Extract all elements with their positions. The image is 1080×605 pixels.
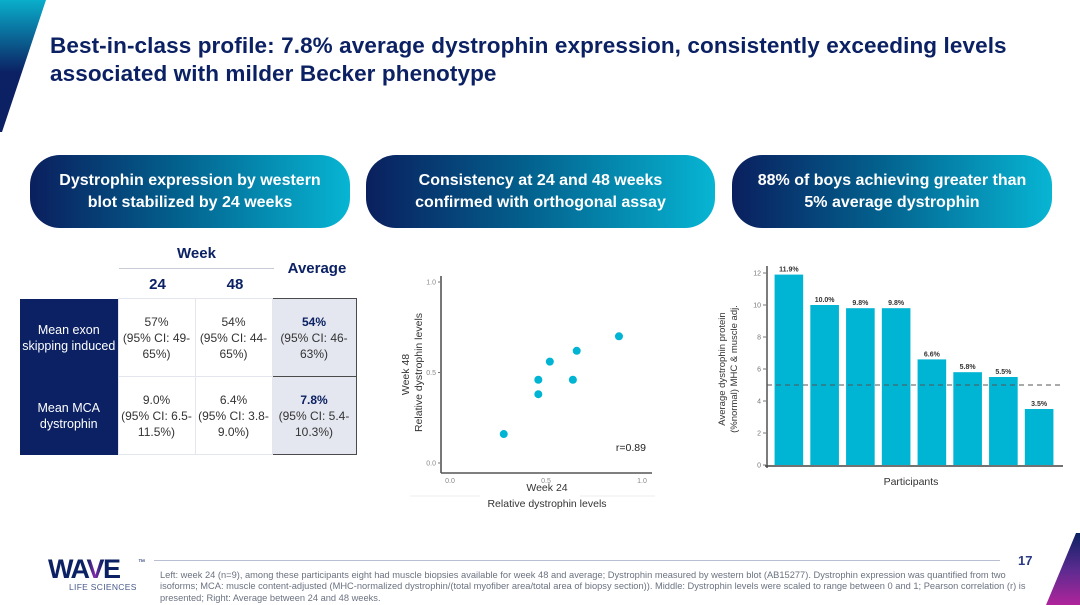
bar — [989, 377, 1018, 465]
scatter-point — [572, 346, 581, 355]
y-tick-label: 0.0 — [426, 461, 436, 468]
cell-ci: (95% CI: 6.5-11.5%) — [121, 408, 192, 439]
table-row: Mean exon skipping induced 57% (95% CI: 4… — [20, 298, 357, 377]
y-tick-label: 12 — [753, 271, 761, 278]
column-header-week-24: 24 — [149, 276, 166, 293]
table-cell: 9.0% (95% CI: 6.5-11.5%) — [117, 376, 196, 455]
bar-value-label: 3.5% — [1031, 401, 1048, 408]
bar — [953, 372, 982, 465]
dystrophin-table: Mean exon skipping induced 57% (95% CI: 4… — [20, 298, 357, 455]
y-axis-label-sub: Relative dystrophin levels — [413, 313, 425, 432]
table-cell-average: 7.8% (95% CI: 5.4-10.3%) — [271, 376, 357, 455]
cell-ci: (95% CI: 3.8-9.0%) — [198, 408, 269, 439]
cell-value: 7.8% — [300, 392, 328, 407]
cell-ci: (95% CI: 5.4-10.3%) — [278, 408, 350, 439]
y-tick-label: 8 — [757, 335, 761, 342]
corner-accent-top-left — [0, 0, 46, 132]
section-header-western-blot: Dystrophin expression by western blot st… — [30, 155, 350, 228]
logo-subtitle: LIFE SCIENCES — [69, 582, 137, 592]
column-header-week-48: 48 — [226, 276, 244, 293]
column-header-average: Average — [287, 260, 347, 277]
cell-ci: (95% CI: 49-65%) — [122, 330, 191, 361]
logo-trademark: ™ — [138, 559, 145, 566]
footnote: Left: week 24 (n=9), among these partici… — [160, 570, 1026, 603]
corner-accent-bottom-right — [1046, 533, 1080, 605]
y-axis-label: Week 48 — [400, 354, 412, 395]
x-tick-label: 1.0 — [637, 478, 647, 485]
table-cell: 54% (95% CI: 44-65%) — [194, 298, 273, 377]
bar — [1024, 409, 1054, 465]
y-tick-label: 4 — [757, 399, 761, 406]
week-header: Week — [177, 245, 216, 262]
table-cell: 57% (95% CI: 49-65%) — [117, 298, 196, 377]
scatter-point — [568, 375, 577, 384]
section-header-consistency: Consistency at 24 and 48 weeks confirmed… — [366, 155, 715, 228]
row-header-exon-skipping: Mean exon skipping induced — [20, 298, 118, 377]
table-row: Mean MCA dystrophin 9.0% (95% CI: 6.5-11.… — [20, 376, 357, 455]
bar — [881, 308, 911, 465]
row-header-mca-dystrophin: Mean MCA dystrophin — [20, 376, 118, 455]
bar-value-label: 11.9% — [779, 267, 799, 274]
x-tick-label: 0.5 — [541, 478, 551, 485]
y-tick-label: 6 — [757, 367, 761, 374]
scatter-chart: 0.0 0.5 1.0 0.0 0.5 1.0 Week 24 Relative dystro… — [400, 276, 655, 510]
wave-logo: WAVE ™ — [48, 556, 145, 582]
y-tick-label: 0.5 — [426, 370, 436, 377]
bar-value-label: 5.5% — [995, 369, 1012, 376]
y-tick-label: 10 — [753, 303, 761, 310]
x-axis-label: Participants — [884, 476, 939, 488]
logo-text: WAVE — [48, 556, 120, 582]
x-axis-label-sub: Relative dystrophin levels — [487, 498, 606, 510]
footer-divider — [154, 560, 1000, 561]
bar-value-label: 5.8% — [960, 364, 977, 371]
cell-ci: (95% CI: 44-65%) — [199, 330, 268, 361]
page-title: Best-in-class profile: 7.8% average dyst… — [50, 33, 1007, 86]
cell-value: 6.4% — [219, 392, 248, 407]
bar-value-label: 9.8% — [852, 300, 869, 307]
x-tick-label: 0.0 — [445, 478, 455, 485]
cell-value: 9.0% — [142, 392, 171, 407]
scatter-point — [499, 430, 508, 439]
y-axis-label-sub: (%normal) MHC & muscle adj. — [729, 305, 740, 433]
scatter-point — [534, 375, 543, 384]
bar — [774, 274, 804, 465]
bar — [846, 308, 875, 465]
table-cell: 6.4% (95% CI: 3.8-9.0%) — [194, 376, 273, 455]
scatter-point — [614, 332, 623, 341]
y-axis-label: Average dystrophin protein — [717, 312, 728, 425]
y-tick-label: 2 — [757, 431, 761, 438]
y-tick-label: 0 — [757, 463, 761, 470]
x-axis-label: Week 24 — [526, 482, 567, 494]
week-header-divider — [119, 268, 274, 269]
cell-ci: (95% CI: 46-63%) — [280, 330, 348, 361]
correlation-annotation: r=0.89 — [616, 442, 646, 454]
table-cell-average: 54% (95% CI: 46-63%) — [271, 298, 357, 377]
bar-value-label: 10.0% — [815, 297, 836, 304]
section-header-responders: 88% of boys achieving greater than 5% av… — [732, 155, 1052, 228]
y-tick-label: 1.0 — [426, 280, 436, 287]
bar-chart: 0 2 4 6 8 10 12 11.9% 10.0% 9.8% 9.8% 6.6% 5.8% 5.5% 3… — [717, 266, 1063, 488]
bar-value-label: 9.8% — [888, 300, 905, 307]
page-number: 17 — [1018, 553, 1033, 568]
cell-value: 54% — [221, 314, 246, 329]
scatter-point — [534, 390, 543, 399]
cell-value: 57% — [144, 314, 169, 329]
bar-value-label: 6.6% — [924, 351, 941, 358]
bar — [917, 359, 947, 465]
scatter-point — [545, 357, 554, 366]
cell-value: 54% — [301, 314, 327, 329]
